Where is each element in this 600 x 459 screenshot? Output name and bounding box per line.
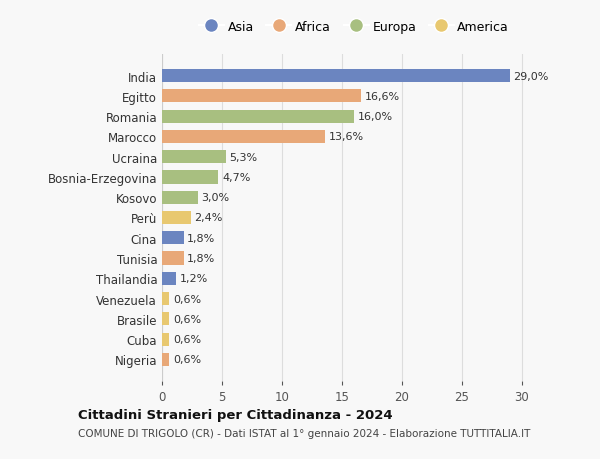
Bar (162, 110, 354, 123)
Text: 0,6%: 0,6% (173, 355, 201, 364)
Text: 0,6%: 0,6% (173, 294, 201, 304)
Bar (162, 353, 169, 366)
Text: 3,0%: 3,0% (202, 193, 230, 203)
Text: 13,6%: 13,6% (329, 132, 364, 142)
Bar (162, 292, 169, 306)
Bar (162, 232, 184, 245)
Text: COMUNE DI TRIGOLO (CR) - Dati ISTAT al 1° gennaio 2024 - Elaborazione TUTTITALIA: COMUNE DI TRIGOLO (CR) - Dati ISTAT al 1… (78, 428, 530, 438)
Bar (162, 70, 510, 83)
Bar (162, 212, 191, 224)
Text: 16,6%: 16,6% (365, 92, 400, 102)
Bar (162, 151, 226, 164)
Text: 1,8%: 1,8% (187, 233, 215, 243)
Legend: Asia, Africa, Europa, America: Asia, Africa, Europa, America (194, 16, 514, 39)
Text: 4,7%: 4,7% (222, 173, 250, 183)
Text: 0,6%: 0,6% (173, 314, 201, 324)
Bar (162, 171, 218, 184)
Bar (162, 191, 198, 204)
Text: 16,0%: 16,0% (358, 112, 393, 122)
Text: 1,8%: 1,8% (187, 253, 215, 263)
Bar (162, 90, 361, 103)
Bar (162, 333, 169, 346)
Text: Cittadini Stranieri per Cittadinanza - 2024: Cittadini Stranieri per Cittadinanza - 2… (78, 408, 392, 421)
Text: 2,4%: 2,4% (194, 213, 223, 223)
Text: 5,3%: 5,3% (229, 152, 257, 162)
Text: 0,6%: 0,6% (173, 334, 201, 344)
Text: 1,2%: 1,2% (180, 274, 208, 284)
Bar (162, 130, 325, 144)
Bar (162, 272, 176, 285)
Bar (162, 313, 169, 326)
Bar (162, 252, 184, 265)
Text: 29,0%: 29,0% (514, 72, 549, 81)
